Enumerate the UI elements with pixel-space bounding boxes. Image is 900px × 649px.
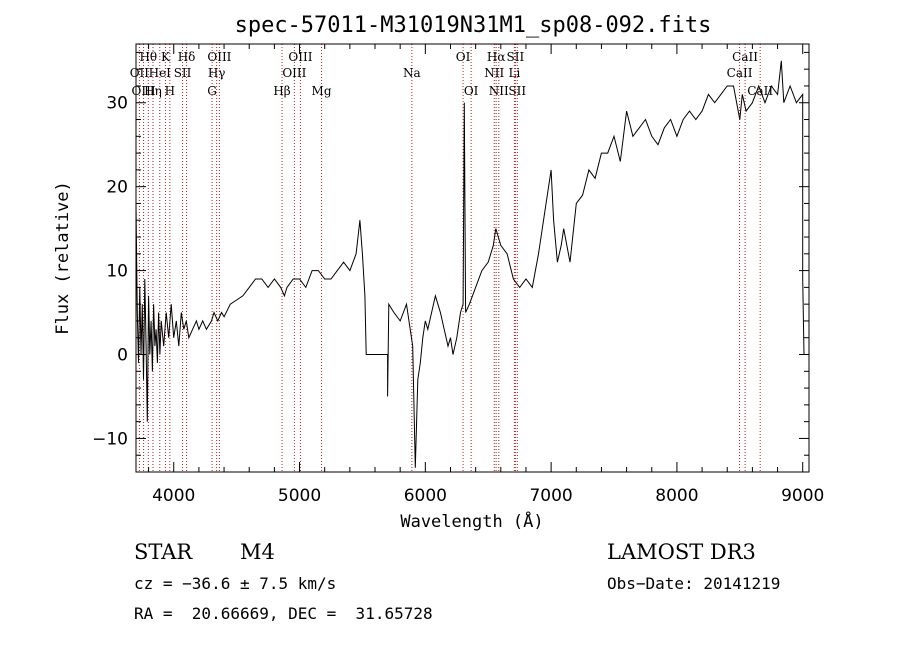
spectral-line-label: SII [507,50,525,64]
spectral-line-labels: Hθ OII OIII K HeI Hη Hδ SII H OIII Hγ G OIII OIII Hβ Mg… [130,50,774,98]
spectral-line-label: OI [456,50,471,64]
spectral-line-label: K [161,50,171,64]
x-tick-label: 9000 [781,486,824,506]
ra-dec-coordinates: RA = 20.66669, DEC = 31.65728 [134,604,433,623]
survey-name: LAMOST DR3 [607,540,756,564]
object-class: STAR [134,540,193,564]
spectral-line-label: Mg [312,84,332,98]
observation-date: Obs−Date: 20141219 [607,574,781,593]
x-tick-label: 8000 [655,486,698,506]
spectral-line-label: CaII [727,66,753,80]
y-tick-label: 0 [117,346,128,366]
spectral-line-label: CaII [732,50,758,64]
spectral-line-label: Hγ [208,66,226,80]
spectral-line-label: HeI [149,66,172,80]
y-tick-label: 20 [106,178,128,198]
spectral-line-label: Na [403,66,421,80]
y-tick-label: 10 [106,262,128,282]
spectral-line-label: SII [174,66,192,80]
x-axis-ticks: 4000 5000 6000 7000 8000 9000 [148,44,824,506]
x-axis-label: Wavelength (Å) [400,510,543,532]
spectral-line-label: G [207,84,217,98]
spectral-line-label: NII [484,66,504,80]
spectral-line-label: OIII [132,84,156,98]
spectral-line-label: OIII [207,50,231,64]
spectral-line-label: H [165,84,175,98]
spectral-line-label: NII [489,84,509,98]
spectrum-chart: spec-57011-M31019N31M1_sp08-092.fits Hθ O… [53,13,824,532]
y-tick-label: 30 [106,94,128,114]
spectral-line-label: Li [508,66,520,80]
spectral-line-label: Hα [487,50,506,64]
spectral-line-label: Hδ [178,50,196,64]
redshift-cz: cz = −36.6 ± 7.5 km/s [134,574,337,593]
spectral-line-label: Hβ [273,84,290,98]
x-tick-label: 4000 [152,486,195,506]
x-tick-label: 6000 [404,486,447,506]
x-tick-label: 5000 [278,486,321,506]
spectral-line-markers [138,44,761,472]
y-axis-label: Flux (relative) [53,181,73,335]
spectral-line-label: OIII [288,50,312,64]
spectral-line-label: Hη [144,84,162,98]
spectral-line-label: OI [464,84,479,98]
y-axis-ticks: −10 0 10 20 30 [92,51,809,473]
spectral-line-label: SII [508,84,526,98]
x-tick-label: 7000 [529,486,572,506]
chart-title: spec-57011-M31019N31M1_sp08-092.fits [235,13,712,38]
spectral-line-label: Hθ [139,50,157,64]
plot-frame [135,43,810,473]
y-tick-label: −10 [92,429,128,449]
spectral-line-label: OIII [282,66,306,80]
object-subclass: M4 [240,540,275,564]
spectrum-series-line [135,60,805,468]
spectral-line-label: OII [130,66,150,80]
